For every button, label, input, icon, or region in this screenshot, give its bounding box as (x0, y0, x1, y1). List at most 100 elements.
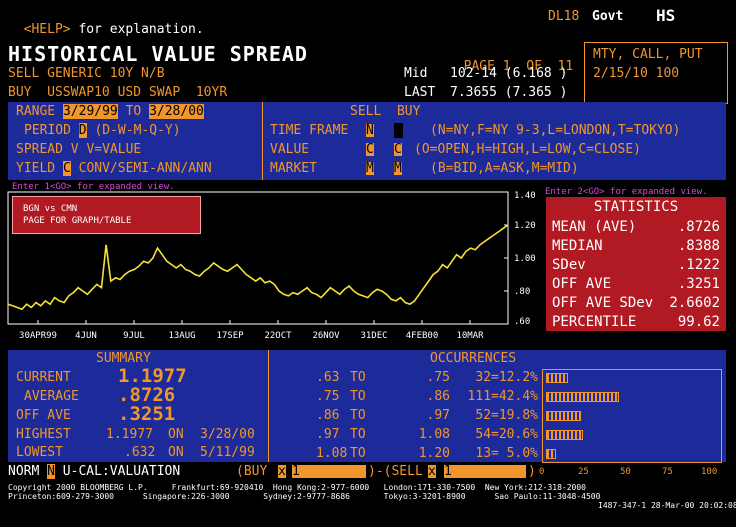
page-number: 1 (502, 59, 511, 74)
x-axis-label: 4JUN (75, 331, 97, 341)
summary-panel (8, 350, 726, 462)
x-axis-label: 31DEC (360, 331, 387, 341)
histogram-axis-tick: 0 (539, 467, 545, 477)
range-from-input[interactable]: 3/29/99 (62, 104, 118, 119)
period-row: PERIOD D (D-W-M-Q-Y) (24, 123, 181, 138)
histogram-bar (546, 449, 557, 459)
stat-row: OFF AVE SDev 2.6602 (552, 294, 720, 313)
market-buy-input[interactable]: M (394, 161, 402, 176)
occurrence-from: 1.08 (316, 446, 348, 461)
x-axis-label: 9JUL (123, 331, 145, 341)
x-axis-label: 26NOV (312, 331, 340, 341)
average-label: AVERAGE (24, 389, 79, 404)
sell-security: SELL GENERIC 10Y N/B (8, 66, 165, 81)
histogram-axis-tick: 25 (578, 467, 589, 477)
yield-hint: CONV/SEMI-ANN/ANN (78, 161, 212, 176)
occurrence-to: 1.08 (418, 427, 450, 442)
norm-input[interactable]: N (47, 464, 55, 479)
page-of-label: OF (526, 59, 542, 74)
norm-label: NORM (8, 464, 40, 479)
stat-label: PERCENTILE (552, 314, 637, 330)
occurrence-to: .86 (426, 389, 450, 404)
occurrence-to: 1.20 (418, 446, 450, 461)
period-hint: (D-W-M-Q-Y) (94, 123, 181, 138)
histogram-axis-tick: 100 (701, 467, 718, 477)
description-line-2: 2/15/10 100 (593, 66, 680, 81)
time-frame-sell-input[interactable]: N (366, 123, 374, 138)
current-value: 1.1977 (118, 365, 187, 387)
current-label: CURRENT (16, 370, 71, 385)
buy-quantity-input[interactable]: 1 (292, 465, 366, 478)
spread-chart: 30APR99 4JUN 9JUL 13AUG 17SEP 22OCT 26NOV 31DEC… (7, 191, 536, 341)
lowest-date: 5/11/99 (200, 445, 255, 460)
help-hint: <HELP> for explanation. (8, 10, 204, 36)
yield-input[interactable]: C (62, 161, 71, 176)
last-label: LAST (404, 85, 436, 100)
period-input[interactable]: D (78, 123, 87, 138)
stat-row: MEDIAN .8388 (552, 237, 720, 256)
stat-value: .3251 (677, 276, 720, 292)
footer-line-1: Copyright 2000 BLOOMBERG L.P. Frankfurt:… (8, 483, 586, 492)
histogram-bar (546, 430, 583, 440)
stat-value: .8388 (677, 238, 720, 254)
occurrence-to-label: TO (350, 408, 366, 423)
occurrence-count: 32=12.2% (475, 370, 538, 385)
sell-open: )-(SELL (368, 464, 423, 479)
range-row: RANGE 3/29/99 TO 3/28/00 (16, 104, 204, 119)
stat-label: OFF AVE SDev (552, 295, 654, 311)
x-axis-label: 4FEB00 (406, 331, 439, 341)
stat-label: MEDIAN (552, 238, 603, 254)
help-text: for explanation. (70, 22, 204, 37)
average-value: .8726 (118, 384, 176, 406)
occurrence-from: .75 (316, 389, 340, 404)
sell-quantity-input[interactable]: 1 (444, 465, 526, 478)
y-axis-label: 1.00 (514, 254, 536, 264)
occurrence-from: .97 (316, 427, 340, 442)
occurrence-from: .63 (316, 370, 340, 385)
time-frame-label: TIME FRAME (270, 123, 349, 138)
page-indicator: PAGE 1 OF 11 (448, 47, 574, 74)
description-box: MTY, CALL, PUT 2/15/10 100 (584, 42, 728, 104)
y-axis-label: .60 (514, 317, 530, 327)
stat-row: PERCENTILE 99.62 (552, 313, 720, 332)
lowest-value: .632 (124, 445, 156, 460)
buy-x: x (278, 464, 286, 479)
x-axis-label: 13AUG (168, 331, 195, 341)
value-sell-input[interactable]: C (366, 142, 374, 157)
function-code: HS (656, 6, 676, 25)
graph-note-box[interactable]: BGN vs CMN PAGE FOR GRAPH/TABLE (12, 196, 201, 234)
value-hint: (O=OPEN,H=HIGH,L=LOW,C=CLOSE) (414, 142, 641, 157)
highest-label: HIGHEST (16, 427, 71, 442)
highest-value: 1.1977 (106, 427, 153, 442)
stat-row: SDev .1222 (552, 256, 720, 275)
lowest-on: ON (168, 445, 184, 460)
summary-title: SUMMARY (96, 351, 151, 366)
x-axis-labels: 30APR99 4JUN 9JUL 13AUG 17SEP 22OCT 26NOV 31DEC… (19, 331, 484, 341)
graph-note-line-1: BGN vs CMN (23, 204, 78, 214)
value-label: VALUE (270, 142, 310, 157)
yield-label: YIELD (16, 161, 56, 176)
sell-x: x (428, 464, 436, 479)
lowest-label: LOWEST (16, 445, 63, 460)
stat-label: SDev (552, 257, 586, 273)
value-buy-input[interactable]: C (394, 142, 402, 157)
stat-label: OFF AVE (552, 276, 612, 292)
yield-row: YIELD C CONV/SEMI-ANN/ANN (16, 161, 212, 176)
range-to-input[interactable]: 3/28/00 (149, 104, 204, 119)
help-tag[interactable]: <HELP> (23, 22, 71, 37)
last-value: 7.3655 (7.365 ) (450, 85, 568, 100)
y-axis-label: 1.40 (514, 191, 536, 201)
x-axis-label: 30APR99 (19, 331, 57, 341)
stat-label: MEAN (AVE) (552, 219, 637, 235)
footer-line-2: Princeton:609-279-3000 Singapore:226-300… (8, 492, 601, 501)
stat-row: MEAN (AVE) .8726 (552, 218, 720, 237)
market-sell-input[interactable]: M (366, 161, 374, 176)
occurrence-to: .97 (426, 408, 450, 423)
page-title: HISTORICAL VALUE SPREAD (8, 42, 308, 66)
occurrences-title: OCCURRENCES (430, 351, 517, 366)
x-axis-label: 22OCT (264, 331, 292, 341)
y-axis-label: .80 (514, 287, 530, 297)
time-frame-buy-input[interactable] (394, 123, 403, 138)
command-line: NORM N U-CAL:VALUATION (8, 464, 180, 479)
stat-value: .1222 (677, 257, 720, 273)
